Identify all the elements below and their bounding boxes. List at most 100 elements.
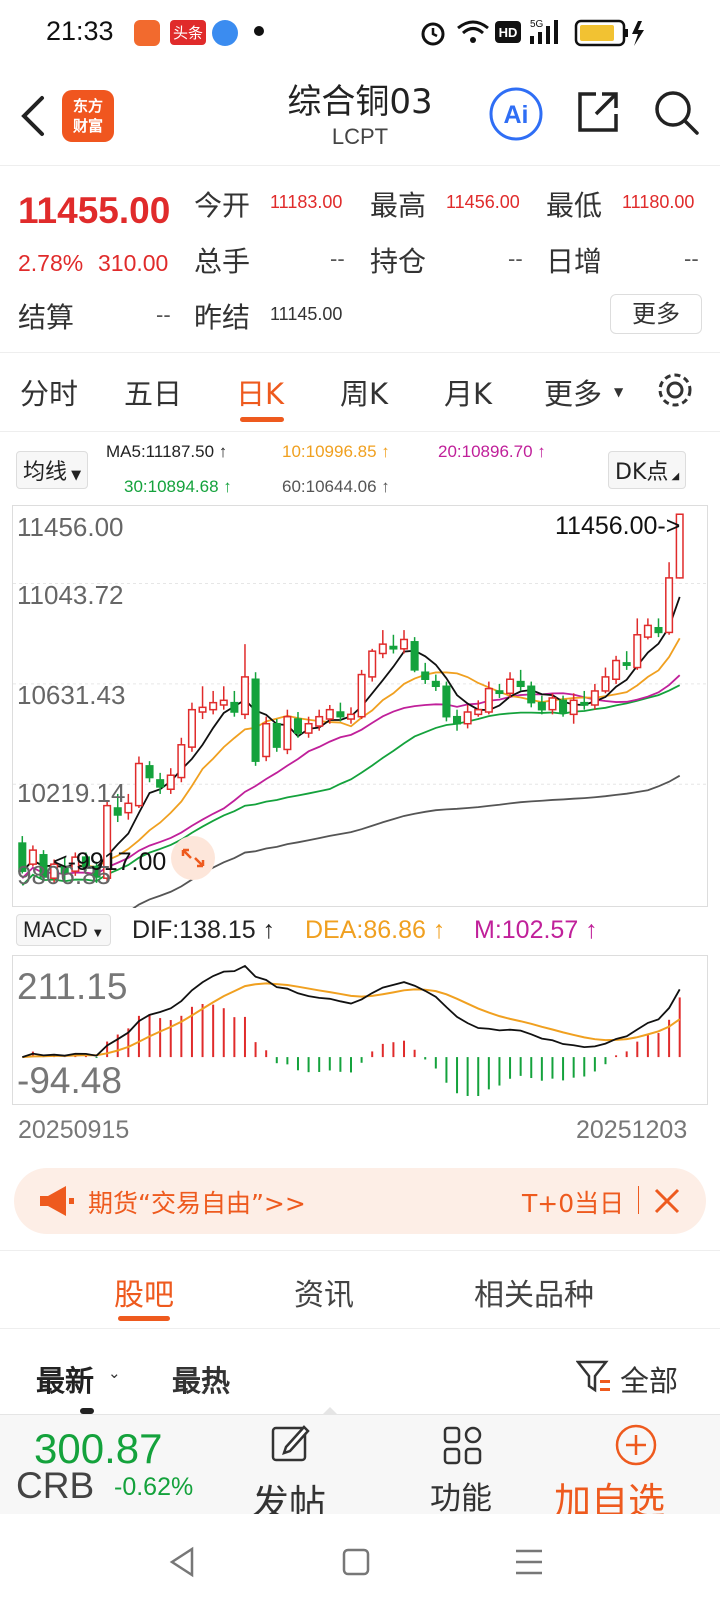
tab-guba[interactable]: 股吧	[114, 1278, 174, 1313]
candle-body	[113, 807, 122, 816]
more-dot-icon	[254, 26, 264, 36]
back-arrow-icon[interactable]	[16, 94, 48, 138]
candle-body	[665, 577, 674, 634]
period-tabs: 分时 五日 日K 周K 月K 更多 ▼	[0, 352, 720, 432]
low-label: 最低	[546, 189, 603, 222]
section-tab-indicator	[118, 1316, 170, 1321]
settings-gear-icon[interactable]	[654, 369, 696, 411]
function-button[interactable]: 功能	[410, 1415, 520, 1517]
function-label: 功能	[430, 1481, 492, 1517]
candle-body	[643, 624, 652, 638]
candle-body	[484, 687, 493, 713]
macd-chart[interactable]: 211.15 -94.48	[12, 955, 708, 1105]
eastmoney-logo: 东方 财富	[62, 90, 114, 142]
candle-body	[124, 802, 133, 814]
dea-line	[22, 982, 681, 1059]
open-label: 今开	[194, 189, 251, 222]
candle-body	[18, 842, 27, 872]
alarm-icon	[421, 22, 445, 46]
macd-y-max: 211.15	[17, 966, 128, 1007]
tab-daily-k[interactable]: 日K	[236, 377, 285, 411]
indicator-selector[interactable]: 均线 ▼	[16, 451, 89, 489]
m-arrow-icon: ↑	[585, 916, 598, 944]
macd-svg	[22, 964, 681, 1096]
macd-dea: DEA:86.86 ↑	[305, 916, 445, 945]
add-watchlist-button[interactable]: 加自选	[554, 1415, 710, 1523]
ma60-text: 60:10644.06	[282, 477, 377, 496]
candle-body	[506, 678, 515, 695]
change-percent: 2.78%	[18, 250, 84, 276]
index-ticker[interactable]: 300.87 CRB -0.62%	[0, 1415, 220, 1515]
filter-icon[interactable]	[576, 1358, 612, 1396]
promo-banner[interactable]: 期货“交易自由”>> T+0当日	[14, 1168, 706, 1234]
low-value: 11180.00	[622, 192, 695, 212]
nav-menu-icon[interactable]	[514, 1548, 544, 1576]
index-change: -0.62%	[114, 1473, 194, 1501]
tab-five-day[interactable]: 五日	[124, 377, 183, 411]
candle-body	[325, 708, 334, 720]
candle-body	[368, 650, 377, 678]
more-quote-button[interactable]: 更多	[610, 294, 702, 334]
tab-more[interactable]: 更多	[544, 377, 603, 411]
nav-back-icon[interactable]	[168, 1546, 198, 1578]
macd-m: M:102.57 ↑	[474, 916, 598, 945]
volume-value: --	[330, 246, 345, 271]
candle-body	[134, 762, 143, 807]
more-caret-icon: ▼	[614, 385, 624, 399]
share-icon[interactable]	[574, 88, 622, 136]
candle-body	[71, 856, 80, 872]
candle-body	[92, 865, 101, 878]
dk-point-label: DK点	[615, 460, 669, 485]
search-icon[interactable]	[652, 88, 702, 138]
macd-selector[interactable]: MACD ▼	[16, 914, 112, 946]
function-grid-icon	[443, 1426, 482, 1465]
sort-hot[interactable]: 最热	[172, 1364, 231, 1398]
sort-latest[interactable]: 最新	[36, 1364, 95, 1398]
candle-body	[516, 680, 525, 688]
tab-related[interactable]: 相关品种	[474, 1278, 594, 1313]
tab-weekly-k[interactable]: 周K	[340, 377, 389, 411]
banner-text: 期货“交易自由”>>	[88, 1189, 306, 1218]
status-bar: 21:33 头条 HD 5G	[0, 0, 720, 66]
bar-notch	[322, 1407, 338, 1415]
nav-home-icon[interactable]	[342, 1548, 370, 1576]
expand-chart-icon[interactable]	[171, 836, 215, 880]
position-label: 持仓	[370, 245, 427, 278]
candle-body	[431, 680, 440, 688]
svg-text:HD: HD	[499, 25, 518, 40]
close-banner-icon[interactable]	[652, 1186, 682, 1216]
y-axis-label-min: 9806.85	[17, 860, 111, 890]
banner-right-text: T+0当日	[522, 1189, 625, 1218]
ma60-value: 60:10644.06 ↑	[282, 477, 390, 497]
tab-monthly-k[interactable]: 月K	[444, 377, 493, 411]
candle-body	[357, 673, 366, 718]
kline-chart[interactable]: 11456.00 11043.72 10631.43 10219.14 9806…	[12, 505, 709, 908]
tab-news[interactable]: 资讯	[294, 1278, 354, 1313]
ma20-arrow-icon: ↑	[537, 442, 546, 461]
candle-body	[569, 699, 578, 716]
candle-body	[81, 856, 90, 868]
candle-body	[346, 713, 356, 720]
ma10-line	[21, 637, 681, 872]
ai-label: Ai	[504, 101, 529, 129]
quote-panel: 11455.00 2.78% 310.00 今开 11183.00 最高 114…	[0, 168, 720, 350]
candle-body	[410, 641, 419, 671]
post-button[interactable]: 发帖	[236, 1415, 346, 1525]
filter-label[interactable]: 全部	[620, 1364, 679, 1398]
candle-body	[612, 659, 621, 680]
ma5-value: MA5:11187.50 ↑	[106, 442, 227, 462]
selector-caret-icon: ▼	[67, 468, 82, 483]
ma20-text: 20:10896.70	[438, 442, 533, 461]
hd-icon: HD	[495, 21, 521, 43]
candle-body	[315, 715, 324, 727]
ai-assistant-button[interactable]: Ai	[488, 86, 544, 142]
high-label: 最高	[370, 189, 427, 222]
logo-line2: 财富	[72, 117, 103, 135]
dk-point-toggle[interactable]: DK点 ◢	[608, 451, 687, 489]
candle-body	[389, 645, 398, 650]
high-value: 11456.00	[446, 192, 520, 212]
tab-intraday[interactable]: 分时	[20, 377, 79, 411]
candle-body	[622, 662, 631, 666]
macd-y-min: -94.48	[17, 1060, 122, 1101]
ma60-line	[132, 774, 681, 908]
